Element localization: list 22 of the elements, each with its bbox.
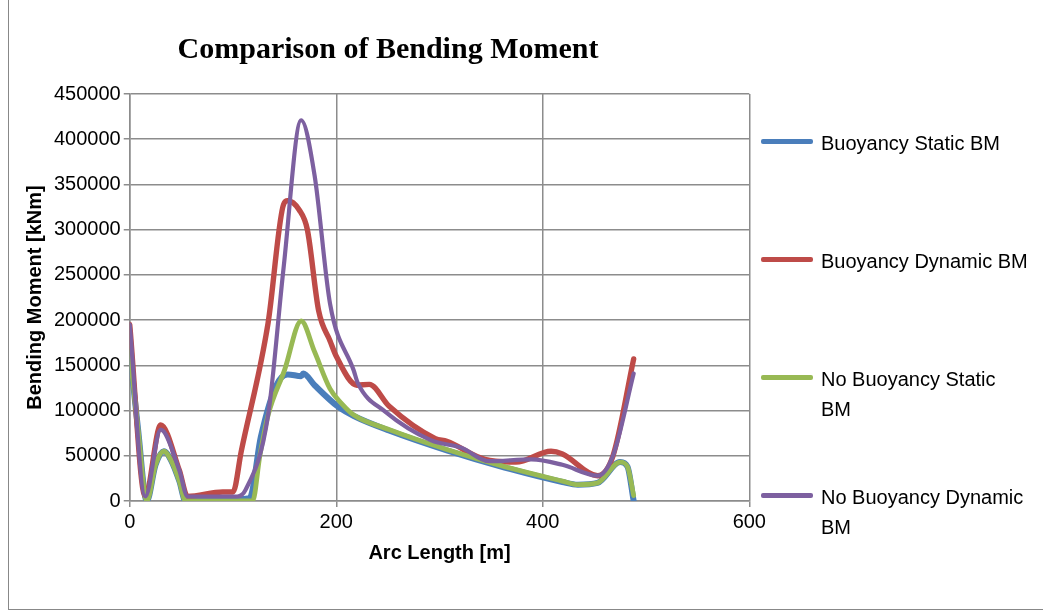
x-tick-label: 200 bbox=[319, 509, 353, 532]
y-tick-label: 150000 bbox=[53, 352, 121, 375]
y-tick-label: 250000 bbox=[53, 262, 121, 285]
legend-label: No Buoyancy Static BM bbox=[821, 367, 997, 422]
y-axis-title: Bending Moment [kNm] bbox=[22, 185, 45, 410]
x-tick-label: 600 bbox=[732, 509, 766, 532]
y-tick-label: 300000 bbox=[53, 217, 121, 240]
legend-label: No Buoyancy Dynamic BM bbox=[821, 485, 1025, 540]
x-tick-label: 0 bbox=[124, 509, 136, 532]
x-axis-title: Arc Length [m] bbox=[368, 540, 511, 563]
y-tick-label: 350000 bbox=[53, 171, 121, 194]
y-tick-label: 200000 bbox=[53, 307, 121, 330]
y-tick-label: 100000 bbox=[53, 398, 121, 421]
y-tick-label: 450000 bbox=[53, 81, 121, 104]
line-series bbox=[129, 118, 636, 499]
y-tick-label: 400000 bbox=[53, 126, 121, 149]
x-tick-label: 400 bbox=[526, 509, 560, 532]
y-tick-label: 0 bbox=[109, 488, 121, 511]
y-tick-label: 50000 bbox=[65, 443, 121, 466]
legend-label: Buoyancy Static BM bbox=[821, 131, 1001, 156]
chart-title: Comparison of Bending Moment bbox=[177, 30, 599, 64]
legend-label: Buoyancy Dynamic BM bbox=[821, 249, 1029, 274]
